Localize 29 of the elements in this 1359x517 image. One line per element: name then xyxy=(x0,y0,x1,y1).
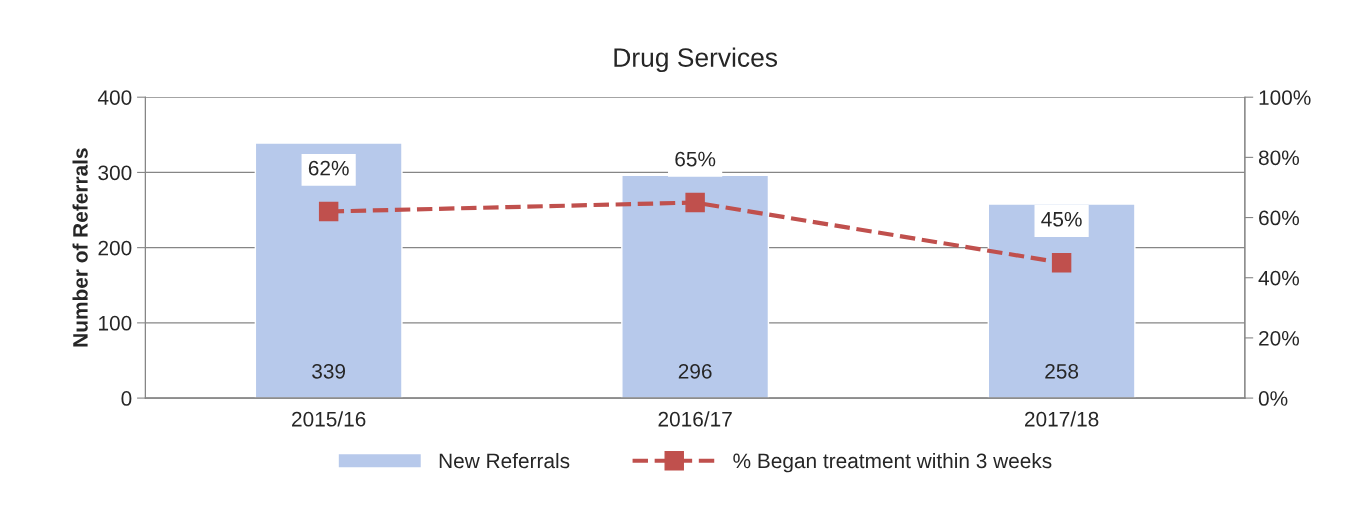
x-tick-label: 2017/18 xyxy=(1025,411,1099,427)
point xyxy=(685,192,705,213)
y-tick-label: 0 xyxy=(121,391,132,406)
y-tick-label: 100 xyxy=(99,315,132,331)
chart-title: Drug Services xyxy=(614,47,778,73)
y-tick-label: 200 xyxy=(98,240,132,256)
point xyxy=(1051,252,1072,273)
y-tick-label: 400 xyxy=(97,90,132,105)
x-tick-label: 2016/17 xyxy=(658,411,732,427)
y-axis-title: Number of Referrals xyxy=(72,148,88,347)
y2-tick-label: 80% xyxy=(1258,150,1299,166)
data-label: 45% xyxy=(1041,211,1082,227)
point xyxy=(318,201,339,222)
y2-tick-label: 20% xyxy=(1259,330,1299,346)
bar xyxy=(987,203,1136,399)
data-label: 258 xyxy=(1045,363,1079,379)
data-label: 296 xyxy=(678,363,712,379)
y-tick-label: 300 xyxy=(98,165,132,181)
bar xyxy=(254,142,403,399)
legend-label: New Referrals xyxy=(439,452,570,469)
data-label: 62% xyxy=(308,160,349,176)
y2-tick-label: 0% xyxy=(1258,391,1288,406)
legend-label: % Began treatment within 3 weeks xyxy=(733,452,1052,473)
data-label: 339 xyxy=(312,363,346,379)
y2-tick-label: 100% xyxy=(1259,90,1311,105)
x-tick-label: 2015/16 xyxy=(292,411,366,427)
data-label: 65% xyxy=(675,151,716,167)
y2-tick-label: 40% xyxy=(1258,270,1299,286)
y2-tick-label: 60% xyxy=(1259,210,1299,226)
